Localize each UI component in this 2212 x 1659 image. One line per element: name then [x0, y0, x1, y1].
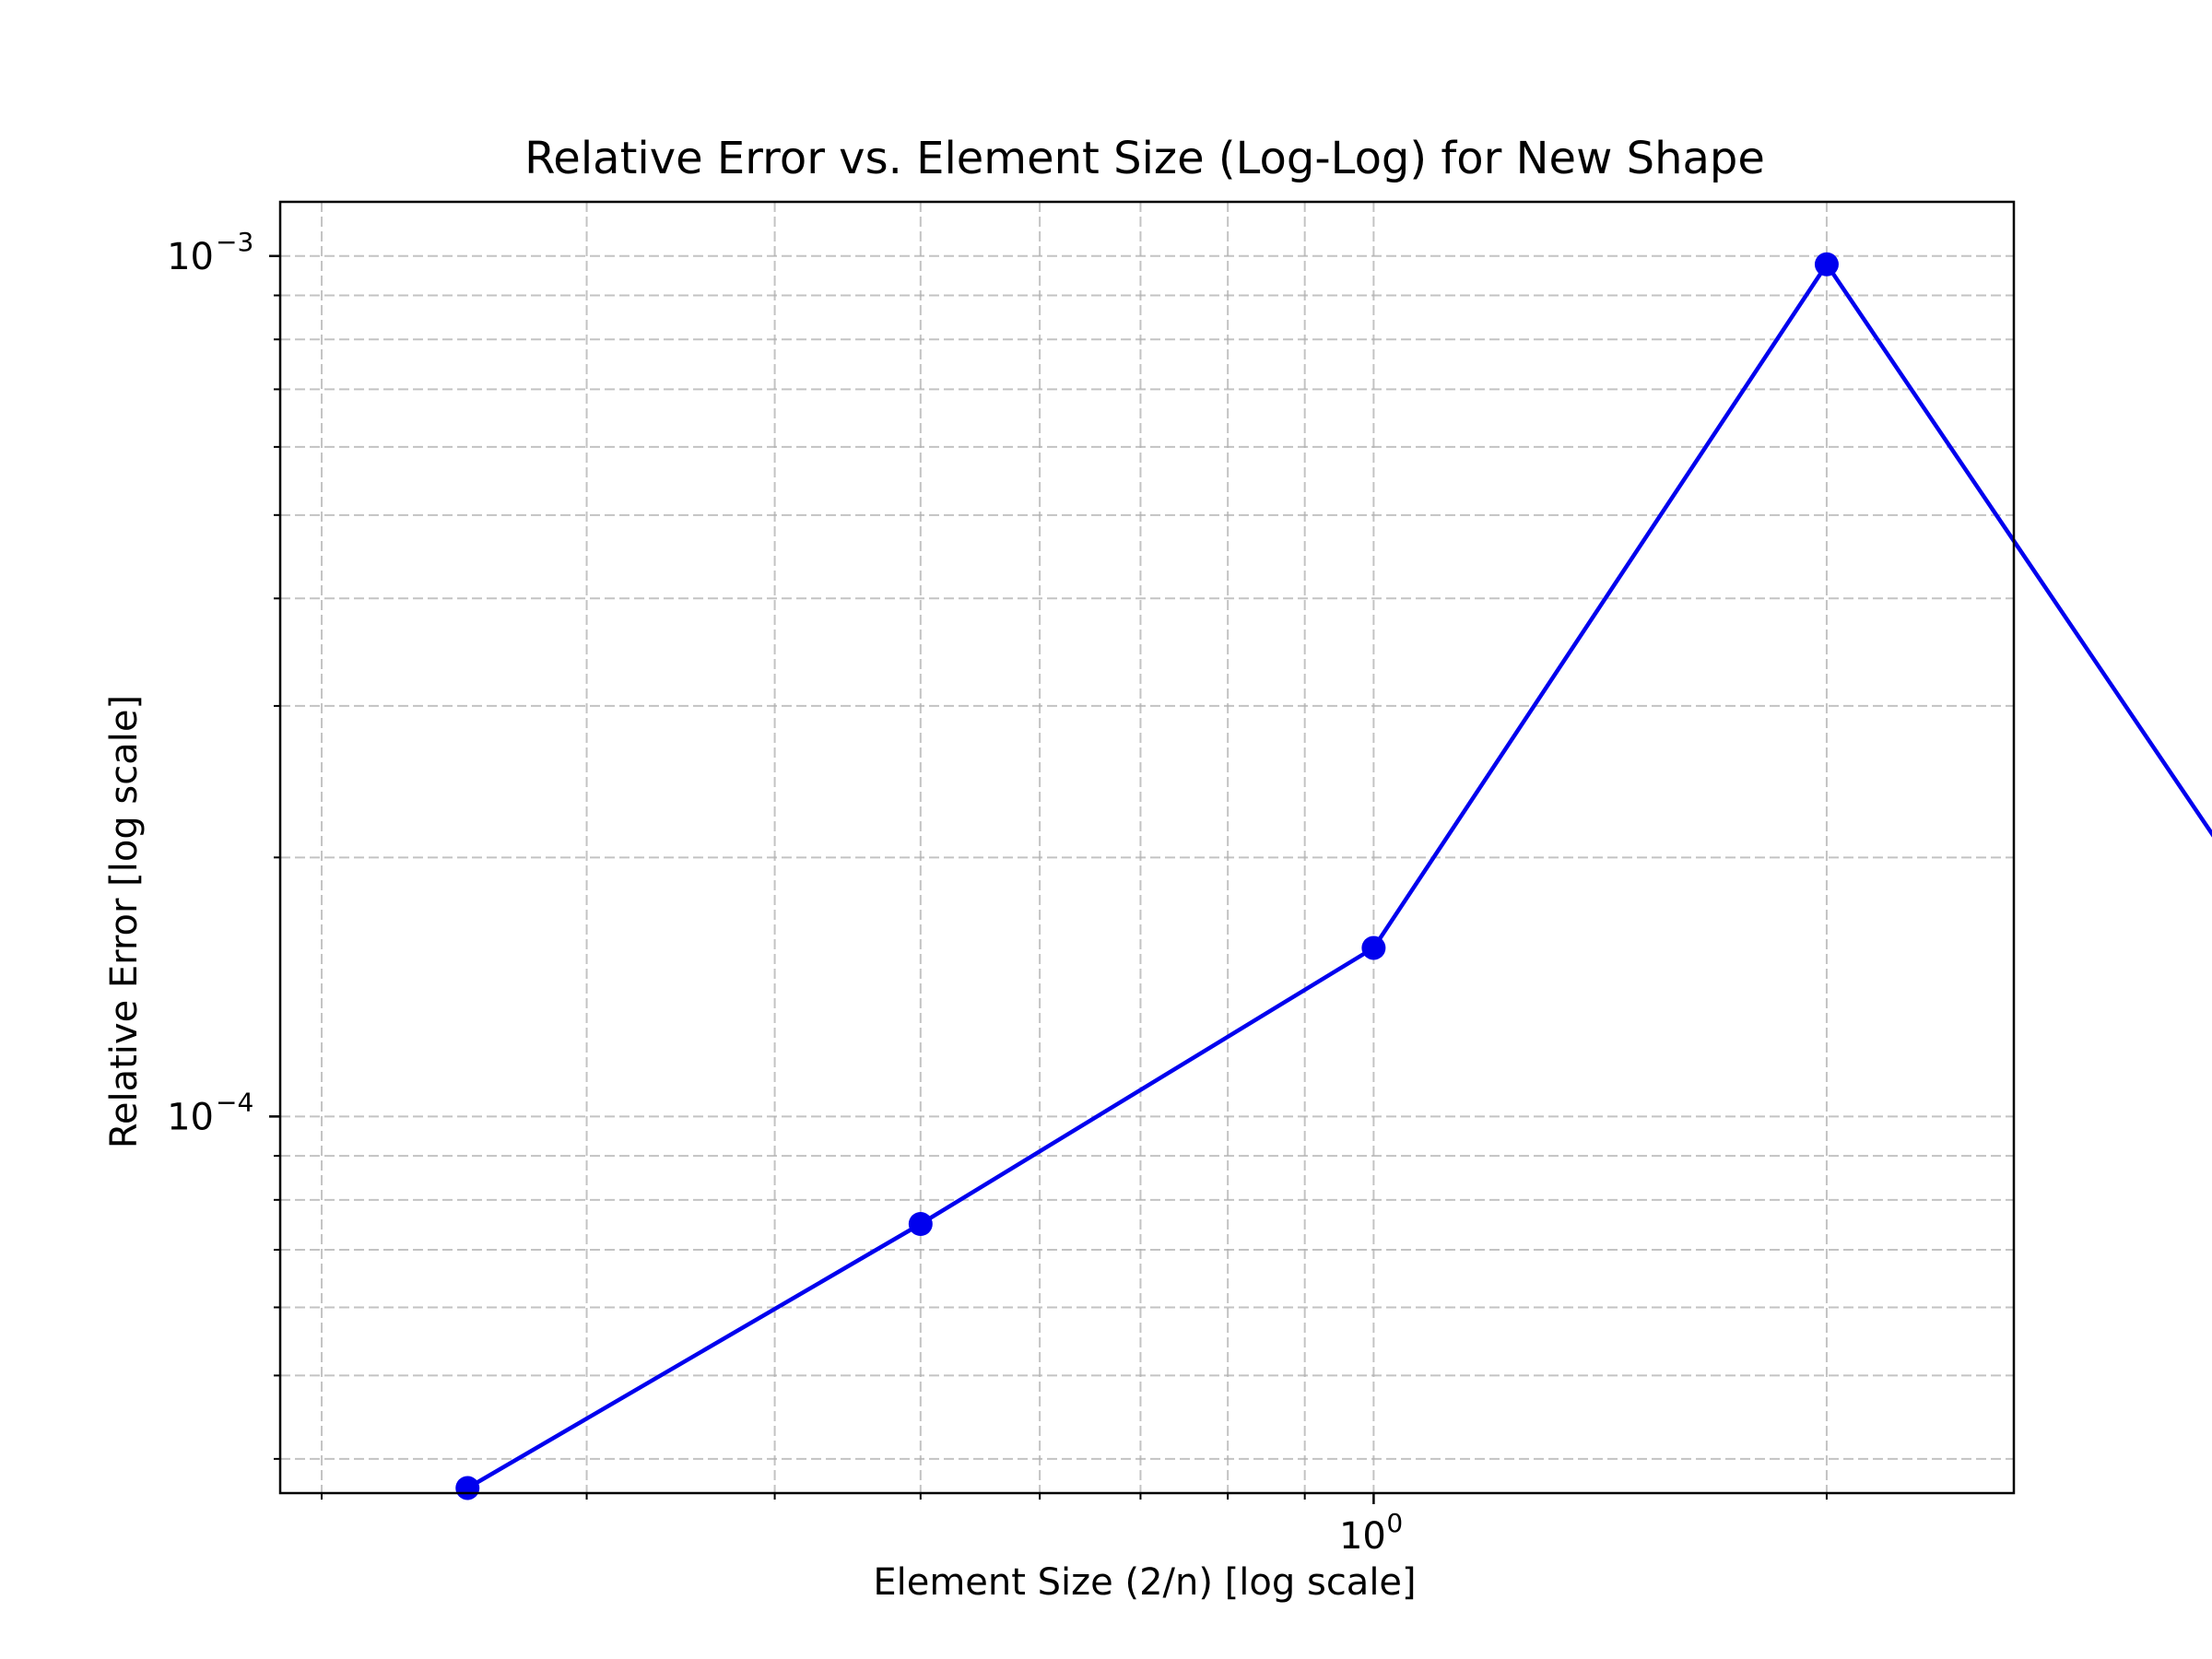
data-point [1361, 935, 1386, 960]
chart-title: Relative Error vs. Element Size (Log-Log… [524, 133, 1765, 184]
data-point [908, 1212, 933, 1237]
y-tick-label: 10 [167, 236, 214, 278]
data-point [455, 1476, 480, 1500]
grid-layer [280, 202, 2014, 1493]
y-axis-label: Relative Error [log scale] [103, 695, 146, 1148]
marker-layer [455, 252, 1839, 1500]
data-point [1814, 252, 1839, 276]
series-line-layer [466, 262, 2212, 1490]
series-line [466, 262, 2212, 1490]
y-tick-label-exponent: −3 [216, 227, 253, 257]
x-tick-label-exponent: 0 [1386, 1508, 1403, 1538]
y-tick-label: 10 [167, 1096, 214, 1138]
x-axis-label: Element Size (2/n) [log scale] [873, 1561, 1416, 1604]
tick-layer: 10 010 −410 −3 [167, 227, 1828, 1558]
y-tick-label-exponent: −4 [216, 1087, 253, 1117]
plot-frame [278, 200, 2016, 1495]
x-tick-label: 10 [1339, 1515, 1386, 1558]
